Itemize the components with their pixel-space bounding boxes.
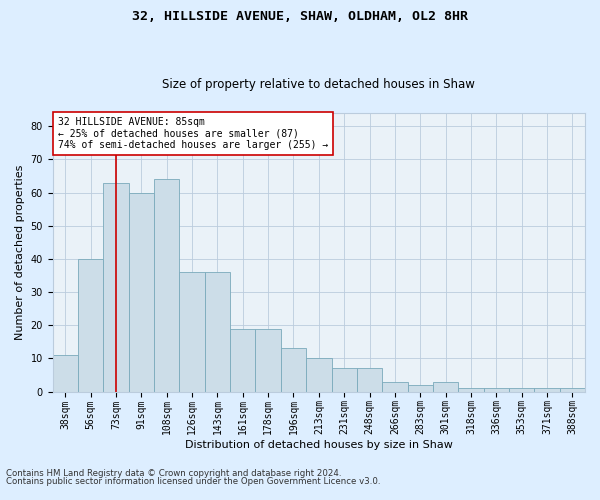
Bar	[458, 388, 484, 392]
Bar	[357, 368, 382, 392]
Bar	[256, 328, 281, 392]
Bar	[129, 192, 154, 392]
Text: Contains HM Land Registry data © Crown copyright and database right 2024.: Contains HM Land Registry data © Crown c…	[6, 468, 341, 477]
Bar	[103, 182, 129, 392]
Bar	[53, 355, 78, 392]
Bar	[78, 259, 103, 392]
Text: 32 HILLSIDE AVENUE: 85sqm
← 25% of detached houses are smaller (87)
74% of semi-: 32 HILLSIDE AVENUE: 85sqm ← 25% of detac…	[58, 117, 328, 150]
Bar	[154, 180, 179, 392]
X-axis label: Distribution of detached houses by size in Shaw: Distribution of detached houses by size …	[185, 440, 453, 450]
Title: Size of property relative to detached houses in Shaw: Size of property relative to detached ho…	[163, 78, 475, 91]
Bar	[179, 272, 205, 392]
Bar	[407, 385, 433, 392]
Bar	[560, 388, 585, 392]
Bar	[382, 382, 407, 392]
Bar	[332, 368, 357, 392]
Bar	[509, 388, 535, 392]
Bar	[535, 388, 560, 392]
Bar	[205, 272, 230, 392]
Bar	[306, 358, 332, 392]
Bar	[433, 382, 458, 392]
Bar	[281, 348, 306, 392]
Bar	[230, 328, 256, 392]
Text: Contains public sector information licensed under the Open Government Licence v3: Contains public sector information licen…	[6, 477, 380, 486]
Text: 32, HILLSIDE AVENUE, SHAW, OLDHAM, OL2 8HR: 32, HILLSIDE AVENUE, SHAW, OLDHAM, OL2 8…	[132, 10, 468, 23]
Bar	[484, 388, 509, 392]
Y-axis label: Number of detached properties: Number of detached properties	[15, 164, 25, 340]
